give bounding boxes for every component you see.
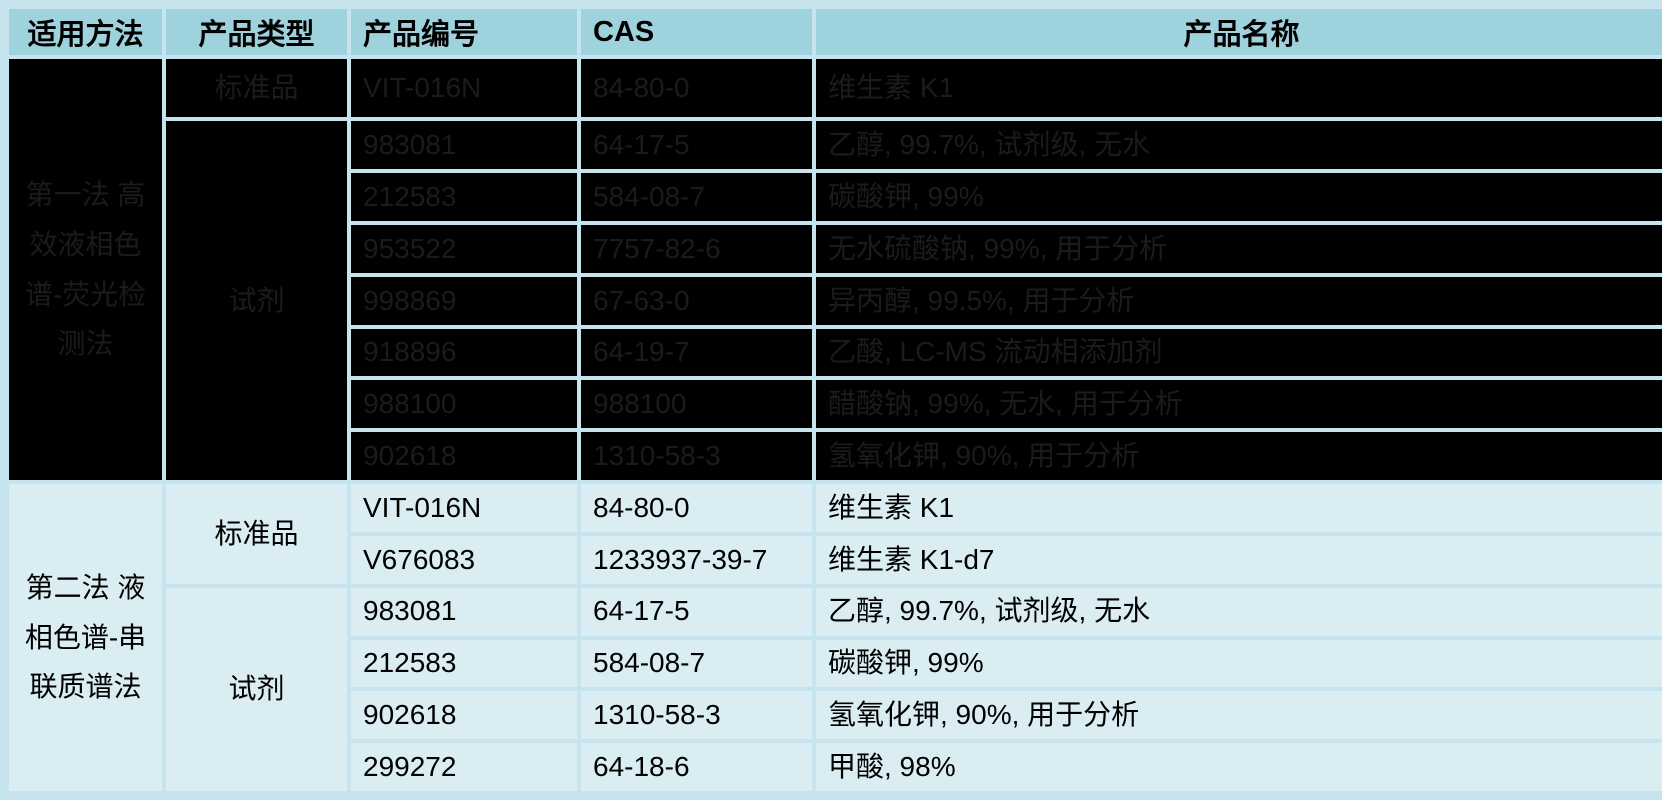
- table-row: 902618 1310-58-3 氢氧化钾, 90%, 用于分析: [7, 428, 1662, 485]
- name-cell: 乙酸, LC-MS 流动相添加剂: [812, 324, 1662, 381]
- method-cell: 第二法 液相色谱-串联质谱法: [5, 480, 166, 795]
- cas-cell: 1310-58-3: [577, 428, 816, 485]
- table-row: 299272 64-18-6 甲酸, 98%: [7, 739, 1662, 795]
- name-cell: 维生素 K1-d7: [812, 531, 1662, 588]
- header-method: 适用方法: [5, 5, 166, 59]
- table-row: V676083 1233937-39-7 维生素 K1-d7: [7, 531, 1662, 588]
- cas-cell: 64-17-5: [577, 583, 816, 640]
- name-cell: 异丙醇, 99.5%, 用于分析: [812, 272, 1662, 329]
- cas-cell: 64-19-7: [577, 324, 816, 381]
- type-cell: 标准品: [162, 480, 351, 588]
- sku-cell: VIT-016N: [347, 480, 581, 536]
- sku-cell: 902618: [347, 428, 581, 485]
- cas-cell: 64-17-5: [577, 117, 816, 174]
- header-sku: 产品编号: [347, 5, 581, 59]
- type-cell: 标准品: [162, 54, 351, 122]
- header-row: 适用方法 产品类型 产品编号 CAS 产品名称: [5, 5, 1662, 59]
- sku-cell: 212583: [347, 635, 581, 692]
- table-row: 212583 584-08-7 碳酸钾, 99%: [7, 635, 1662, 692]
- name-cell: 维生素 K1: [812, 54, 1662, 122]
- table-row: 902618 1310-58-3 氢氧化钾, 90%, 用于分析: [7, 687, 1662, 744]
- name-cell: 无水硫酸钠, 99%, 用于分析: [812, 221, 1662, 277]
- sku-cell: VIT-016N: [347, 54, 581, 122]
- sku-cell: 988100: [347, 376, 581, 433]
- table-row: 918896 64-19-7 乙酸, LC-MS 流动相添加剂: [7, 324, 1662, 381]
- table-row: 试剂 983081 64-17-5 乙醇, 99.7%, 试剂级, 无水: [7, 583, 1662, 796]
- sku-cell: 998869: [347, 272, 581, 329]
- cas-cell: 988100: [577, 376, 816, 433]
- cas-cell: 7757-82-6: [577, 221, 816, 277]
- sku-cell: V676083: [347, 531, 581, 588]
- name-cell: 碳酸钾, 99%: [812, 169, 1662, 226]
- table-row: 998869 67-63-0 异丙醇, 99.5%, 用于分析: [7, 272, 1662, 329]
- cas-cell: 1310-58-3: [577, 687, 816, 744]
- header-name: 产品名称: [812, 5, 1662, 59]
- cas-cell: 84-80-0: [577, 480, 816, 536]
- name-cell: 醋酸钠, 99%, 无水, 用于分析: [812, 376, 1662, 433]
- name-cell: 甲酸, 98%: [812, 739, 1662, 795]
- cas-cell: 64-18-6: [577, 739, 816, 795]
- sku-cell: 212583: [347, 169, 581, 226]
- type-cell: 试剂: [162, 583, 351, 796]
- cas-cell: 67-63-0: [577, 272, 816, 329]
- method-cell: 第一法 高效液相色谱-荧光检测法: [5, 54, 166, 485]
- sku-cell: 902618: [347, 687, 581, 744]
- name-cell: 氢氧化钾, 90%, 用于分析: [812, 428, 1662, 485]
- cas-cell: 84-80-0: [577, 54, 816, 122]
- sku-cell: 918896: [347, 324, 581, 381]
- table-row: 第一法 高效液相色谱-荧光检测法 标准品 VIT-016N 84-80-0 维生素 K1: [5, 54, 1662, 485]
- products-table: 适用方法 产品类型 产品编号 CAS 产品名称 第一法 高效液相色谱-荧光检测法…: [5, 5, 1662, 796]
- name-cell: 氢氧化钾, 90%, 用于分析: [812, 687, 1662, 744]
- table-row: 212583 584-08-7 碳酸钾, 99%: [7, 169, 1662, 226]
- cas-cell: 584-08-7: [577, 169, 816, 226]
- sku-cell: 953522: [347, 221, 581, 277]
- type-cell: 试剂: [162, 117, 351, 485]
- table-row: 988100 988100 醋酸钠, 99%, 无水, 用于分析: [7, 376, 1662, 433]
- table-row: 953522 7757-82-6 无水硫酸钠, 99%, 用于分析: [7, 221, 1662, 277]
- table-row: 第二法 液相色谱-串联质谱法 标准品 VIT-016N 84-80-0 维生素 K1: [5, 480, 1662, 795]
- header-type: 产品类型: [162, 5, 351, 59]
- name-cell: 乙醇, 99.7%, 试剂级, 无水: [812, 117, 1662, 174]
- sku-cell: 983081: [347, 117, 581, 174]
- cas-cell: 1233937-39-7: [577, 531, 816, 588]
- header-cas: CAS: [577, 5, 816, 59]
- sku-cell: 299272: [347, 739, 581, 795]
- name-cell: 乙醇, 99.7%, 试剂级, 无水: [812, 583, 1662, 640]
- name-cell: 维生素 K1: [812, 480, 1662, 536]
- cas-cell: 584-08-7: [577, 635, 816, 692]
- table-row: 试剂 983081 64-17-5 乙醇, 99.7%, 试剂级, 无水: [7, 117, 1662, 485]
- sku-cell: 983081: [347, 583, 581, 640]
- name-cell: 碳酸钾, 99%: [812, 635, 1662, 692]
